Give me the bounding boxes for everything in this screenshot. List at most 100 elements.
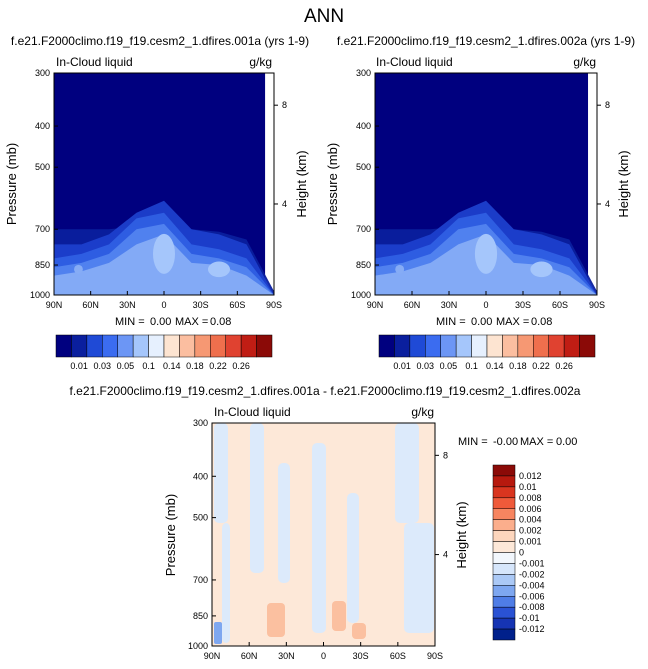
colorbar: 0.0120.010.0080.0060.0040.0020.0010-0.00… (492, 464, 545, 641)
max-label: MAX = (520, 436, 553, 448)
height-axis: 84 (597, 100, 610, 209)
max-value: 0.08 (531, 316, 552, 328)
colorbar-label: -0.012 (519, 624, 545, 634)
contour-core (474, 233, 498, 274)
colorbar-segment (492, 475, 516, 488)
height-axis: 84 (435, 450, 448, 560)
x-tick-label: 30N (278, 651, 295, 661)
colorbar-label: -0.01 (519, 613, 540, 623)
y-axis-label: Pressure (mb) (163, 494, 178, 576)
colorbar-segment (492, 486, 516, 499)
colorbar-label: 0.22 (209, 361, 227, 371)
colorbar-label: -0.002 (519, 569, 545, 579)
colorbar-segment (425, 334, 441, 358)
y-tick-label: 700 (356, 224, 371, 234)
colorbar-segment (86, 334, 103, 358)
x-tick-label: 90N (46, 300, 63, 310)
height-tick-label: 4 (605, 199, 610, 209)
colorbar-label: 0.008 (519, 493, 542, 503)
colorbar-segment (210, 334, 226, 358)
colorbar-segment (533, 334, 549, 358)
colorbar-segment (563, 334, 580, 358)
height-tick-label: 4 (443, 550, 448, 560)
colorbar-label: 0.03 (94, 361, 112, 371)
x-tick-label: 0 (161, 300, 166, 310)
colorbar-segment (492, 574, 516, 586)
latitude-axis: 90N 60N 30N 0 30S 60S 90S (204, 642, 443, 661)
y-axis-label: Pressure (mb) (4, 143, 19, 225)
y-tick-label: 500 (356, 162, 371, 172)
y-tick-label: 850 (193, 611, 208, 621)
height-tick-label: 8 (605, 100, 610, 110)
colorbar-segment (492, 617, 516, 630)
y-tick-label: 400 (35, 121, 50, 131)
colorbar-segment (492, 585, 516, 597)
y-tick-label: 400 (356, 121, 371, 131)
y-tick-label: 500 (193, 513, 208, 523)
colorbar-segment (179, 334, 196, 358)
x-tick-label: 90N (204, 651, 221, 661)
height-tick-label: 8 (443, 450, 448, 460)
diff-positive-area (352, 623, 366, 639)
colorbar-label: 0.05 (117, 361, 135, 371)
x-tick-label: 0 (483, 300, 488, 310)
colorbar-segment (256, 334, 273, 358)
y-tick-label: 1000 (351, 290, 371, 300)
min-label: MIN = (115, 316, 145, 328)
panel-difference: f.e21.F2000climo.f19_f19.cesm2_1.dfires.… (70, 384, 581, 661)
colorbar-label: 0.002 (519, 526, 542, 536)
colorbar-segment (579, 334, 596, 358)
panel-title: f.e21.F2000climo.f19_f19.cesm2_1.dfires.… (70, 384, 581, 398)
colorbar: 0.01 0.03 0.05 0.1 0.14 0.18 0.22 0.26 (55, 334, 273, 371)
min-value: 0.00 (150, 316, 171, 328)
colorbar-segment (409, 334, 426, 358)
contour-core (208, 261, 230, 278)
field-missing (265, 73, 275, 295)
diff-positive-area (267, 603, 285, 637)
y-tick-label: 1000 (30, 290, 50, 300)
latitude-axis: 90N 60N 30N 0 30S 60S 90S (367, 291, 605, 310)
diff-negative-area (312, 443, 326, 633)
colorbar-segment (492, 519, 516, 531)
colorbar-label: 0.22 (532, 361, 550, 371)
colorbar: 0.01 0.03 0.05 0.1 0.14 0.18 0.22 0.26 (378, 334, 596, 371)
max-value: 0.00 (556, 436, 577, 448)
colorbar-segment (492, 628, 516, 641)
colorbar-label: 0.18 (186, 361, 204, 371)
colorbar-segment (240, 334, 257, 358)
colorbar-label: 0.01 (393, 361, 411, 371)
right-axis-label: Height (km) (294, 150, 309, 217)
colorbar-label: 0.14 (486, 361, 504, 371)
colorbar-label: 0.14 (163, 361, 181, 371)
x-tick-label: 60N (82, 300, 99, 310)
diff-positive-area (332, 601, 346, 631)
field-missing (588, 73, 598, 295)
colorbar-label: 0.006 (519, 504, 542, 514)
diff-negative-area (347, 493, 359, 623)
colorbar-segment (440, 334, 457, 358)
colorbar-label: 0.01 (519, 482, 537, 492)
colorbar-label: 0.05 (440, 361, 458, 371)
contour-core (74, 264, 83, 274)
min-label: MIN = (436, 316, 466, 328)
max-label: MAX = (175, 316, 208, 328)
height-axis: 84 (274, 100, 287, 209)
colorbar-segment (492, 606, 516, 619)
x-tick-label: 60S (229, 300, 245, 310)
x-tick-label: 90S (266, 300, 282, 310)
contour-core (530, 261, 553, 278)
colorbar-label: -0.008 (519, 602, 545, 612)
x-tick-label: 90S (427, 651, 443, 661)
colorbar-segment (455, 334, 472, 358)
x-tick-label: 90S (589, 300, 605, 310)
y-tick-label: 1000 (188, 641, 208, 651)
panel-case1: f.e21.F2000climo.f19_f19.cesm2_1.dfires.… (4, 34, 309, 371)
y-tick-label: 300 (356, 68, 371, 78)
y-tick-label: 500 (35, 162, 50, 172)
latitude-axis: 90N 60N 30N 0 30S 60S 90S (46, 291, 282, 310)
colorbar-segment (194, 334, 211, 358)
colorbar-label: 0.004 (519, 515, 542, 525)
pressure-axis: 300 400 500 700 850 1000 (351, 68, 379, 300)
colorbar-segment (102, 334, 118, 358)
colorbar-segment (492, 596, 516, 608)
